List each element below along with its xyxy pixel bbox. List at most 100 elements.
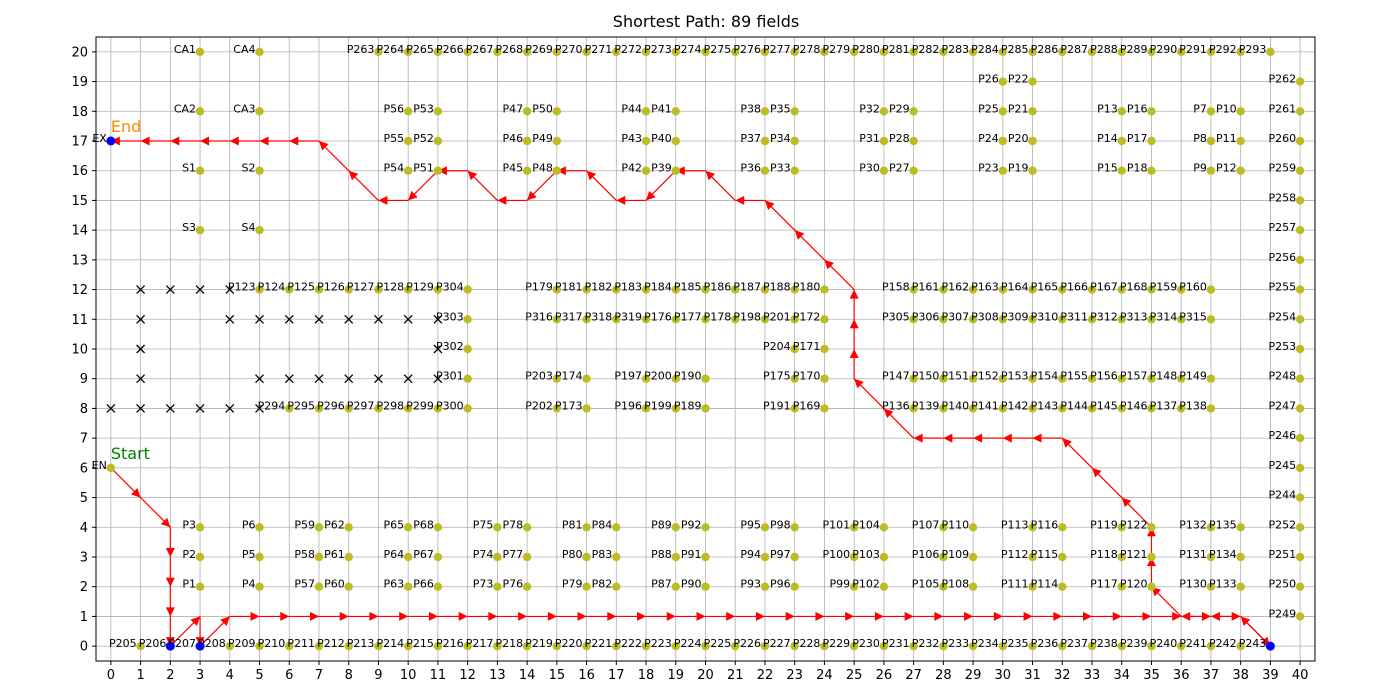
field-point	[1295, 166, 1305, 175]
field-point-label: P250	[1268, 578, 1296, 591]
field-point	[1236, 47, 1245, 57]
field-point	[1117, 315, 1126, 324]
field-point	[403, 523, 413, 532]
field-point	[433, 107, 443, 116]
field-point-label: P143	[1031, 399, 1059, 412]
path-arrowhead	[913, 433, 923, 443]
path-arrowhead	[1142, 611, 1152, 621]
field-point	[1295, 552, 1305, 562]
field-point	[701, 523, 710, 532]
field-point-label: EX	[92, 132, 107, 145]
field-point	[968, 552, 978, 562]
path-arrowhead	[705, 170, 716, 181]
field-point-label: P211	[287, 637, 315, 650]
obstacle-marker	[373, 314, 383, 324]
field-point	[790, 582, 799, 591]
field-point-label: P225	[704, 637, 732, 650]
field-point-label: P152	[971, 370, 999, 383]
field-point-label: P273	[644, 43, 672, 56]
field-point	[701, 315, 710, 324]
field-point-label: P204	[763, 340, 791, 353]
field-point-label: P218	[495, 637, 523, 650]
field-point-label: P272	[614, 43, 642, 56]
obstacle-stroke	[314, 374, 324, 384]
obstacle-stroke	[255, 403, 264, 413]
x-tick-label: 11	[430, 668, 447, 683]
x-tick-label: 38	[1232, 668, 1249, 683]
field-point	[403, 136, 413, 146]
field-point	[1147, 285, 1156, 294]
obstacle-stroke	[255, 374, 264, 384]
x-tick-label: 27	[905, 668, 922, 683]
obstacle-stroke	[195, 285, 205, 295]
field-point-label: S4	[242, 221, 256, 234]
field-point	[1087, 47, 1097, 57]
field-point-label: P315	[1179, 310, 1207, 323]
field-point	[1147, 552, 1156, 562]
field-point	[463, 47, 472, 57]
path-arrowhead	[289, 136, 299, 146]
path-arrowhead	[220, 616, 230, 626]
field-point-label: P141	[971, 399, 999, 412]
path-arrowhead	[250, 611, 260, 621]
field-point-label: P18	[1127, 162, 1148, 175]
field-point-label: P80	[562, 548, 583, 561]
obstacle-marker	[225, 314, 235, 324]
field-point	[909, 374, 918, 383]
field-point-label: P103	[852, 548, 880, 561]
field-point-label: P216	[436, 637, 464, 650]
obstacle-marker	[106, 403, 116, 413]
field-point-label: P110	[941, 518, 969, 531]
x-tick-label: 30	[995, 668, 1012, 683]
field-point-label: P132	[1179, 518, 1207, 531]
field-point	[1236, 107, 1245, 116]
field-point-label: P291	[1179, 43, 1207, 56]
field-point	[968, 47, 978, 57]
field-point	[314, 552, 324, 562]
field-point-label: P3	[182, 518, 196, 531]
field-point-label: P142	[1001, 399, 1029, 412]
field-point-label: P150	[912, 370, 940, 383]
field-point-label: P214	[377, 637, 405, 650]
field-point-label: P30	[859, 162, 880, 175]
field-point	[909, 315, 918, 324]
field-point	[1117, 582, 1126, 591]
x-tick-label: 9	[374, 668, 382, 683]
field-point	[255, 582, 264, 591]
field-point	[820, 315, 829, 324]
x-tick-label: 29	[965, 668, 982, 683]
field-point	[463, 315, 472, 324]
obstacle-stroke	[255, 314, 264, 324]
field-point-label: P105	[912, 578, 940, 591]
field-point-label: P199	[644, 399, 672, 412]
field-point-label: P58	[294, 548, 315, 561]
field-point-label: P20	[1008, 132, 1029, 145]
field-point	[1295, 285, 1305, 294]
path-arrowhead	[1112, 611, 1122, 621]
obstacle-stroke	[225, 285, 235, 295]
field-point	[433, 166, 443, 175]
obstacle-stroke	[106, 403, 116, 413]
obstacle-stroke	[433, 314, 443, 324]
path-arrowhead	[934, 611, 944, 621]
x-tick-label: 20	[697, 668, 714, 683]
path-arrowhead	[1121, 497, 1132, 508]
x-tick-label: 40	[1292, 668, 1309, 683]
field-point-label: P33	[770, 162, 791, 175]
field-point-label: P264	[377, 43, 405, 56]
field-point	[760, 136, 770, 146]
path-arrowhead	[943, 433, 953, 443]
obstacle-marker	[255, 374, 264, 384]
field-point-label: P40	[651, 132, 672, 145]
field-point	[790, 107, 799, 116]
field-point-label: P32	[859, 102, 880, 115]
y-tick-label: 9	[80, 372, 88, 387]
field-point	[1295, 612, 1305, 621]
path-arrowhead	[318, 141, 329, 151]
field-point-label: P303	[436, 310, 464, 323]
field-point	[909, 166, 918, 175]
field-point	[493, 582, 502, 591]
x-tick-label: 35	[1143, 668, 1160, 683]
field-point	[909, 641, 918, 651]
field-point-label: P288	[1090, 43, 1118, 56]
